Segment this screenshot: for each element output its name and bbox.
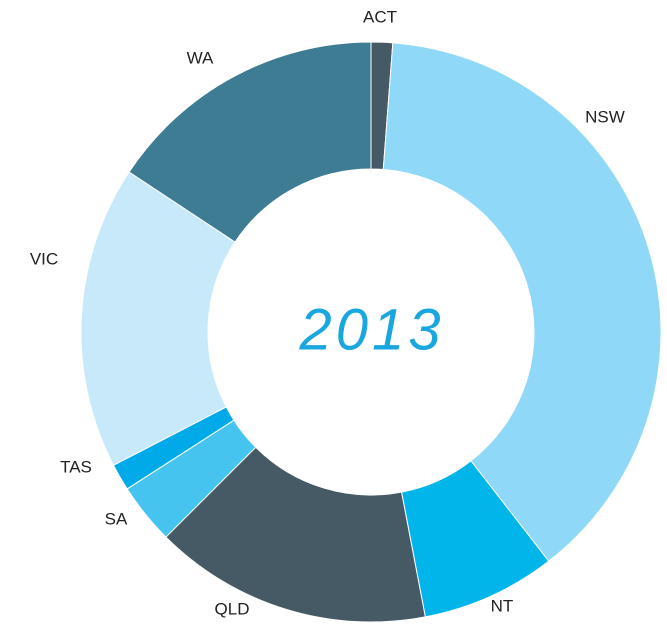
donut [80,41,662,623]
donut-segment [128,41,372,243]
segment-label: NSW [585,107,625,126]
segment-label: ACT [363,7,397,26]
segment-label: QLD [215,599,250,618]
center-label: 2013 [298,297,444,362]
segment-label: TAS [60,457,92,476]
segment-label: NT [491,596,514,615]
segment-label: SA [105,509,128,528]
donut-segment [382,42,662,562]
donut-segment [165,446,426,623]
donut-segment [80,171,236,466]
segment-label: VIC [30,249,58,268]
segment-label: WA [187,48,214,67]
